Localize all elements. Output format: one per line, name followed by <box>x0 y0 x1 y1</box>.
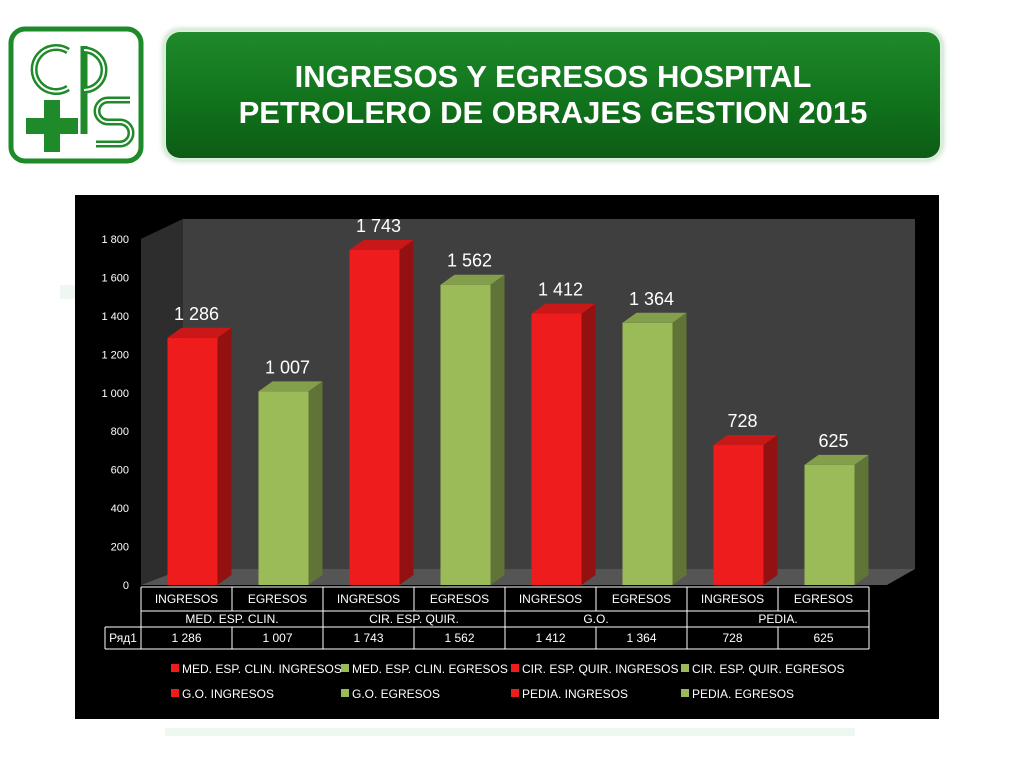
x-category-label: EGRESOS <box>248 592 307 606</box>
data-label: 1 364 <box>629 289 674 309</box>
y-tick-label: 1 600 <box>101 272 129 284</box>
bar-front <box>258 391 309 585</box>
x-category-label: EGRESOS <box>430 592 489 606</box>
decorative-band-bottom <box>165 728 855 736</box>
y-tick-label: 1 400 <box>101 311 129 323</box>
bar-side <box>217 327 232 585</box>
title-banner: INGRESOS Y EGRESOS HOSPITAL PETROLERO DE… <box>166 32 940 158</box>
bar-front <box>167 337 218 585</box>
plot-floor <box>141 569 915 585</box>
x-group-label: PEDIA. <box>758 612 797 626</box>
bar-side <box>490 274 505 585</box>
bar <box>440 274 505 585</box>
bar-top <box>531 303 596 314</box>
legend-label: MED. ESP. CLIN. EGRESOS <box>352 662 508 676</box>
bar <box>258 381 323 585</box>
bar <box>349 239 414 585</box>
y-tick-label: 800 <box>111 426 129 438</box>
table-value: 1 743 <box>353 631 383 645</box>
legend-label: G.O. EGRESOS <box>352 687 440 701</box>
legend-swatch <box>341 689 349 697</box>
x-category-label: EGRESOS <box>794 592 853 606</box>
y-tick-label: 400 <box>111 503 129 515</box>
y-tick-label: 1 200 <box>101 349 129 361</box>
bar <box>531 303 596 585</box>
legend-label: G.O. INGRESOS <box>182 687 274 701</box>
table-value: 625 <box>813 631 833 645</box>
bar-side <box>399 239 414 585</box>
bar <box>622 312 687 585</box>
bar-top <box>804 454 869 465</box>
x-group-label: CIR. ESP. QUIR. <box>369 612 459 626</box>
cps-cross-logo-icon <box>8 26 144 164</box>
legend-label: CIR. ESP. QUIR. INGRESOS <box>522 662 678 676</box>
slide-title-line-2: PETROLERO DE OBRAJES GESTION 2015 <box>238 95 868 130</box>
legend-label: PEDIA. EGRESOS <box>692 687 794 701</box>
bar-front <box>531 313 582 585</box>
bar-top <box>258 381 323 392</box>
series-name-label: Ряд1 <box>109 631 137 645</box>
x-group-label: MED. ESP. CLIN. <box>185 612 278 626</box>
bar-front <box>713 445 764 585</box>
table-value: 1 286 <box>171 631 201 645</box>
legend-swatch <box>341 664 349 672</box>
slide-title-line-1: INGRESOS Y EGRESOS HOSPITAL <box>294 59 812 94</box>
y-tick-label: 1 800 <box>101 234 129 246</box>
bar <box>804 454 869 585</box>
x-category-label: INGRESOS <box>701 592 764 606</box>
legend-label: CIR. ESP. QUIR. EGRESOS <box>692 662 844 676</box>
plot-back-wall <box>141 219 915 585</box>
bar-front <box>804 464 855 585</box>
table-value: 728 <box>722 631 742 645</box>
bar-front <box>622 322 673 585</box>
bar-top <box>713 435 778 446</box>
table-value: 1 007 <box>262 631 292 645</box>
legend-swatch <box>171 664 179 672</box>
bar-side <box>308 381 323 585</box>
bar-front <box>440 284 491 585</box>
data-label: 1 007 <box>265 357 310 377</box>
table-value: 1 562 <box>444 631 474 645</box>
x-category-label: EGRESOS <box>612 592 671 606</box>
x-category-label: INGRESOS <box>519 592 582 606</box>
legend-swatch <box>511 689 519 697</box>
y-tick-label: 1 000 <box>101 388 129 400</box>
bar <box>713 435 778 585</box>
bar-top <box>440 274 505 285</box>
table-value: 1 364 <box>626 631 656 645</box>
x-category-label: INGRESOS <box>337 592 400 606</box>
bar-top <box>622 312 687 323</box>
decorative-band-left <box>60 285 76 299</box>
bar-front <box>349 249 400 585</box>
data-label: 1 743 <box>356 216 401 236</box>
bar-side <box>672 312 687 585</box>
data-label: 728 <box>727 411 757 431</box>
legend-swatch <box>511 664 519 672</box>
legend-label: PEDIA. INGRESOS <box>522 687 628 701</box>
bar-side <box>854 454 869 585</box>
chart-area: 0 200 400 600 800 1 000 1 200 1 400 1 600 1 800 1 … <box>75 195 939 719</box>
bar <box>167 327 232 585</box>
legend-swatch <box>171 689 179 697</box>
bar-side <box>763 435 778 585</box>
y-tick-label: 0 <box>123 580 129 592</box>
legend-swatch <box>681 689 689 697</box>
legend-label: MED. ESP. CLIN. INGRESOS <box>182 662 342 676</box>
bar-chart: 0 200 400 600 800 1 000 1 200 1 400 1 600 1 800 1 … <box>101 216 915 701</box>
data-label: 1 562 <box>447 251 492 271</box>
data-label: 1 412 <box>538 280 583 300</box>
x-group-label: G.O. <box>583 612 608 626</box>
legend-swatch <box>681 664 689 672</box>
y-tick-label: 600 <box>111 465 129 477</box>
data-label: 625 <box>818 431 848 451</box>
y-tick-label: 200 <box>111 542 129 554</box>
x-category-label: INGRESOS <box>155 592 218 606</box>
data-label: 1 286 <box>174 304 219 324</box>
table-value: 1 412 <box>535 631 565 645</box>
bar-top <box>349 239 414 250</box>
bar-top <box>167 327 232 338</box>
cps-logo <box>8 26 144 164</box>
bar-side <box>581 303 596 585</box>
